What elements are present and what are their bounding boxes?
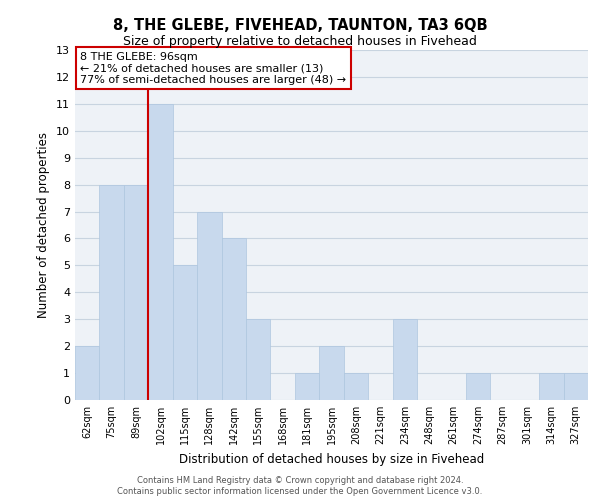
Text: Size of property relative to detached houses in Fivehead: Size of property relative to detached ho…	[123, 35, 477, 48]
Bar	[466, 373, 490, 400]
Bar	[221, 238, 246, 400]
Bar	[295, 373, 319, 400]
Bar	[563, 373, 588, 400]
Bar	[197, 212, 221, 400]
Text: 8, THE GLEBE, FIVEHEAD, TAUNTON, TA3 6QB: 8, THE GLEBE, FIVEHEAD, TAUNTON, TA3 6QB	[113, 18, 487, 32]
Bar	[539, 373, 563, 400]
Text: Contains HM Land Registry data © Crown copyright and database right 2024.: Contains HM Land Registry data © Crown c…	[137, 476, 463, 485]
Bar	[100, 184, 124, 400]
Text: 8 THE GLEBE: 96sqm
← 21% of detached houses are smaller (13)
77% of semi-detache: 8 THE GLEBE: 96sqm ← 21% of detached hou…	[80, 52, 346, 85]
Bar	[344, 373, 368, 400]
Bar	[319, 346, 344, 400]
Bar	[173, 266, 197, 400]
Bar	[246, 319, 271, 400]
Bar	[148, 104, 173, 400]
Bar	[75, 346, 100, 400]
X-axis label: Distribution of detached houses by size in Fivehead: Distribution of detached houses by size …	[179, 452, 484, 466]
Text: Contains public sector information licensed under the Open Government Licence v3: Contains public sector information licen…	[118, 487, 482, 496]
Bar	[392, 319, 417, 400]
Bar	[124, 184, 148, 400]
Y-axis label: Number of detached properties: Number of detached properties	[37, 132, 50, 318]
